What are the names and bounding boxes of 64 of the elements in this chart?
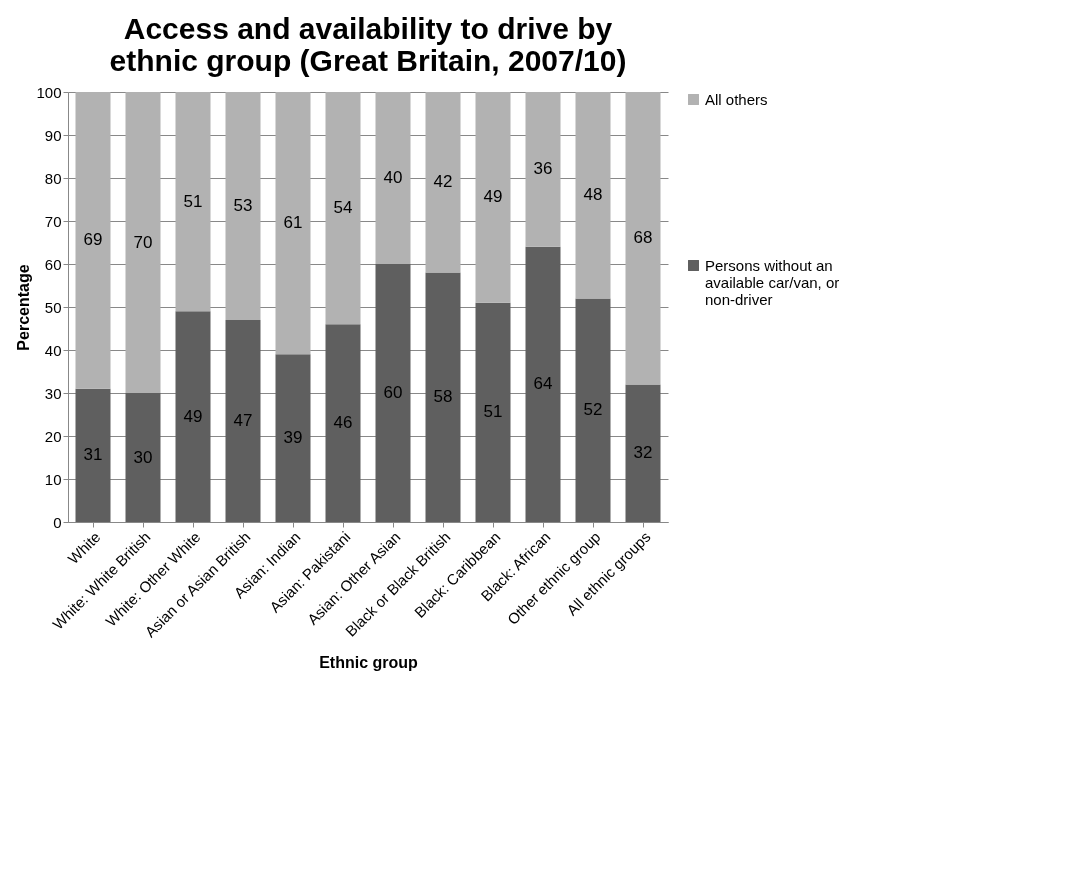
y-tick-label: 40 [44, 341, 62, 359]
bar [175, 311, 211, 522]
data-label: 47 [233, 410, 253, 430]
bar [375, 264, 411, 522]
data-label: 68 [633, 228, 653, 248]
data-label: 46 [333, 413, 353, 433]
bar [425, 92, 461, 273]
bar [625, 92, 661, 385]
data-label: 30 [133, 447, 153, 467]
data-label: 51 [183, 191, 203, 211]
data-label: 70 [133, 232, 153, 252]
data-label: 49 [483, 187, 503, 207]
bar [475, 92, 511, 303]
bar [375, 92, 411, 264]
bar [575, 298, 611, 522]
bar [525, 246, 561, 522]
legend-label: Persons without an available car/van, or non-driver [705, 256, 840, 308]
bar [275, 354, 311, 522]
bar [275, 92, 311, 355]
bar [75, 388, 111, 522]
data-label: 64 [533, 374, 553, 394]
bar [325, 92, 361, 325]
bar [475, 302, 511, 522]
y-tick-label: 60 [44, 255, 62, 273]
bar [525, 92, 561, 247]
bar [225, 92, 261, 320]
bar [325, 324, 361, 522]
data-label: 54 [333, 198, 353, 218]
bar [125, 393, 161, 522]
bar [175, 92, 211, 312]
bar [225, 319, 261, 522]
y-tick-label: 20 [44, 427, 62, 445]
y-tick-label: 10 [44, 470, 62, 488]
x-axis-title: Ethnic group [319, 653, 419, 671]
chart-title: Access and availability to drive by ethnic group (Great Britain, 2007/10) [109, 12, 627, 77]
y-tick-label: 30 [44, 384, 62, 402]
data-label: 40 [383, 168, 403, 187]
bar [575, 92, 611, 299]
data-label: 31 [83, 445, 103, 465]
y-tick-label: 0 [53, 513, 62, 531]
data-label: 48 [583, 185, 603, 205]
y-tick-label: 50 [44, 298, 62, 316]
data-label: 42 [433, 172, 453, 192]
data-label: 52 [583, 400, 603, 420]
y-tick-label: 70 [44, 212, 62, 230]
legend-label: All others [705, 90, 768, 108]
bar [425, 272, 461, 522]
data-label: 51 [483, 402, 503, 422]
bar [125, 92, 161, 393]
data-label: 36 [533, 159, 553, 179]
data-label: 60 [383, 383, 403, 402]
y-axis-title: Percentage [15, 264, 33, 351]
y-tick-label: 100 [36, 83, 62, 101]
data-label: 61 [283, 213, 303, 233]
data-label: 32 [633, 443, 653, 463]
data-label: 49 [183, 406, 203, 426]
data-label: 58 [433, 387, 453, 407]
data-label: 69 [83, 230, 103, 250]
bar [75, 92, 111, 389]
data-label: 53 [233, 195, 253, 215]
bar [625, 384, 661, 522]
y-tick-label: 80 [44, 169, 62, 187]
data-label: 39 [283, 428, 303, 448]
y-tick-label: 90 [44, 126, 62, 144]
